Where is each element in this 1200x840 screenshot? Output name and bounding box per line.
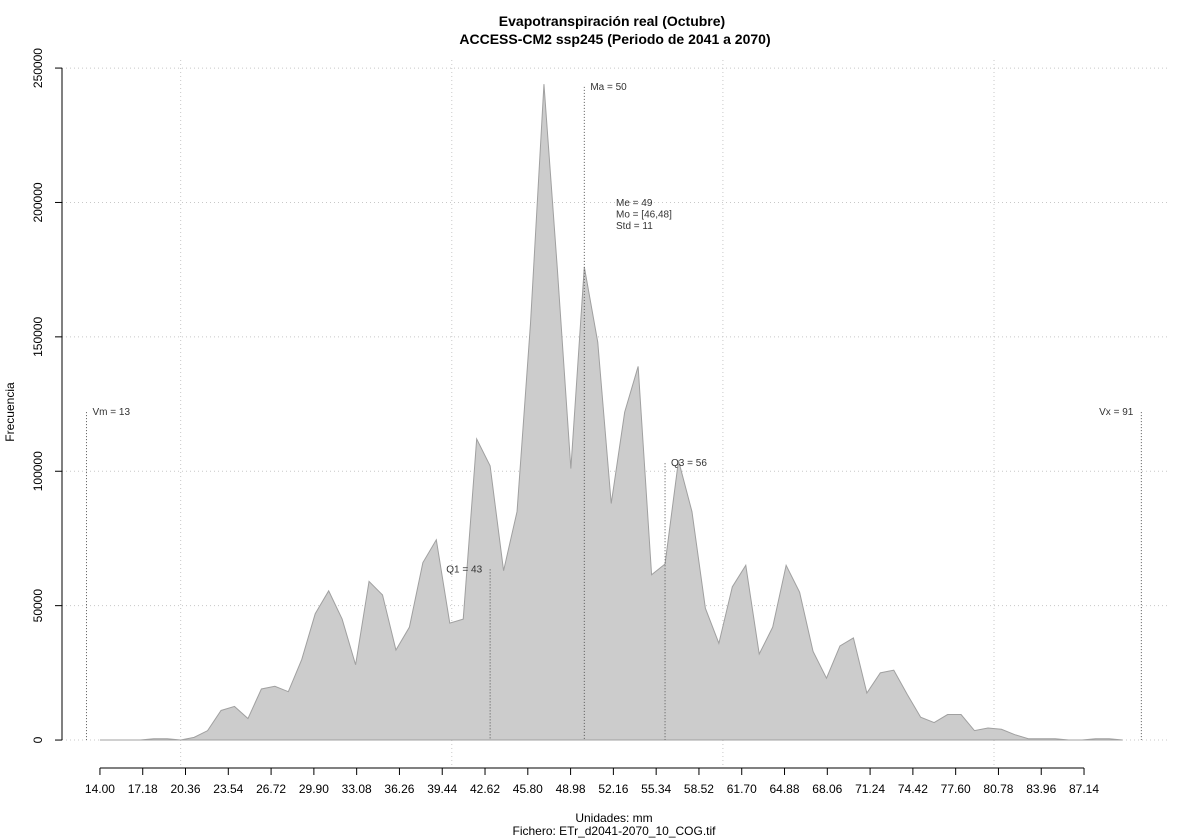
- x-tick-label: 48.98: [556, 782, 586, 796]
- y-tick-label: 150000: [31, 317, 45, 357]
- area: [99, 84, 1123, 741]
- x-tick-label: 17.18: [128, 782, 158, 796]
- annotation-label: Vm = 13: [92, 407, 130, 418]
- annotation-label: Q3 = 56: [671, 458, 707, 469]
- x-axis-label: Unidades: mm: [575, 811, 652, 825]
- x-tick-label: 52.16: [598, 782, 628, 796]
- x-tick-label: 45.80: [513, 782, 543, 796]
- x-tick-label: 58.52: [684, 782, 714, 796]
- x-tick-label: 61.70: [727, 782, 757, 796]
- y-tick-label: 250000: [31, 48, 45, 88]
- y-tick-label: 50000: [31, 589, 45, 623]
- stats-text: Mo = [46,48]: [616, 210, 672, 221]
- x-tick-label: 71.24: [855, 782, 885, 796]
- y-tick-label: 0: [31, 736, 45, 743]
- x-tick-label: 68.06: [812, 782, 842, 796]
- y-tick-label: 200000: [31, 182, 45, 222]
- x-tick-label: 33.08: [342, 782, 372, 796]
- x-tick-label: 14.00: [85, 782, 115, 796]
- x-tick-label: 55.34: [641, 782, 671, 796]
- chart-title: Evapotranspiración real (Octubre): [499, 13, 725, 29]
- x-tick-label: 36.26: [384, 782, 414, 796]
- x-tick-label: 77.60: [941, 782, 971, 796]
- annotation-label: Ma = 50: [590, 82, 627, 93]
- annotation-label: Q1 = 43: [446, 564, 482, 575]
- stats-text: Std = 11: [616, 221, 653, 232]
- x-tick-label: 26.72: [256, 782, 286, 796]
- x-tick-label: 80.78: [983, 782, 1013, 796]
- stats-text: Me = 49: [616, 198, 653, 209]
- x-tick-label: 20.36: [170, 782, 200, 796]
- y-axis-label: Frecuencia: [3, 382, 17, 442]
- x-tick-label: 64.88: [770, 782, 800, 796]
- annotation-label: Vx = 91: [1099, 407, 1134, 418]
- x-tick-label: 29.90: [299, 782, 329, 796]
- x-tick-label: 87.14: [1069, 782, 1099, 796]
- x-tick-label: 74.42: [898, 782, 928, 796]
- x-tick-label: 39.44: [427, 782, 457, 796]
- y-tick-label: 100000: [31, 451, 45, 491]
- chart-subtitle: ACCESS-CM2 ssp245 (Periodo de 2041 a 207…: [459, 31, 770, 47]
- caption: Fichero: ETr_d2041-2070_10_COG.tif: [513, 824, 717, 838]
- x-tick-label: 42.62: [470, 782, 500, 796]
- x-tick-label: 83.96: [1026, 782, 1056, 796]
- x-tick-label: 23.54: [213, 782, 243, 796]
